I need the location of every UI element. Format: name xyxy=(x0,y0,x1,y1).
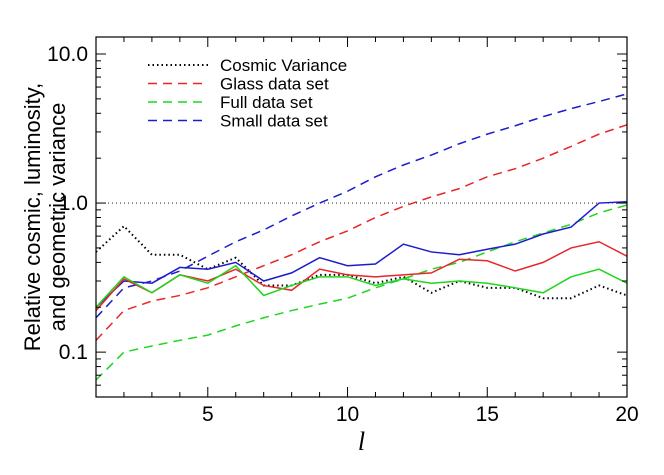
y-tick-label: 10.0 xyxy=(47,43,88,66)
x-tick-label: 10 xyxy=(336,403,359,426)
axis-labels: l Relative cosmic, luminosity,and geometr… xyxy=(20,83,365,456)
y-axis-label: Relative cosmic, luminosity,and geometri… xyxy=(20,83,70,352)
plot-frame xyxy=(95,36,628,398)
series-layer xyxy=(96,93,627,381)
series-line-cosmic-variance xyxy=(96,224,627,300)
legend-label-small-data-set: Small data set xyxy=(220,112,328,131)
series-line-solid-6 xyxy=(96,264,627,308)
series-line-solid-5 xyxy=(96,240,627,312)
series-line-solid-4 xyxy=(96,201,627,308)
y-axis-label-line: Relative cosmic, luminosity, xyxy=(20,83,45,352)
x-tick-label: 5 xyxy=(202,403,214,426)
legend-label-glass-data-set: Glass data set xyxy=(220,75,329,94)
x-tick-label: 20 xyxy=(615,403,638,426)
series-line-full-data-set xyxy=(96,204,627,381)
x-axis-label: l xyxy=(358,427,365,456)
legend-label-cosmic-variance: Cosmic Variance xyxy=(220,56,347,75)
y-axis-label-line: and geometric variance xyxy=(45,103,70,332)
series-line-small-data-set xyxy=(96,93,627,319)
legend-label-full-data-set: Full data set xyxy=(220,93,313,112)
axes-layer: 5 10 15 20 0.1 1.0 10.0 xyxy=(47,36,639,426)
y-tick-label: 1.0 xyxy=(59,192,88,215)
series-line-glass-data-set xyxy=(96,124,627,341)
y-tick-label: 0.1 xyxy=(59,341,88,364)
x-tick-label: 15 xyxy=(476,403,499,426)
